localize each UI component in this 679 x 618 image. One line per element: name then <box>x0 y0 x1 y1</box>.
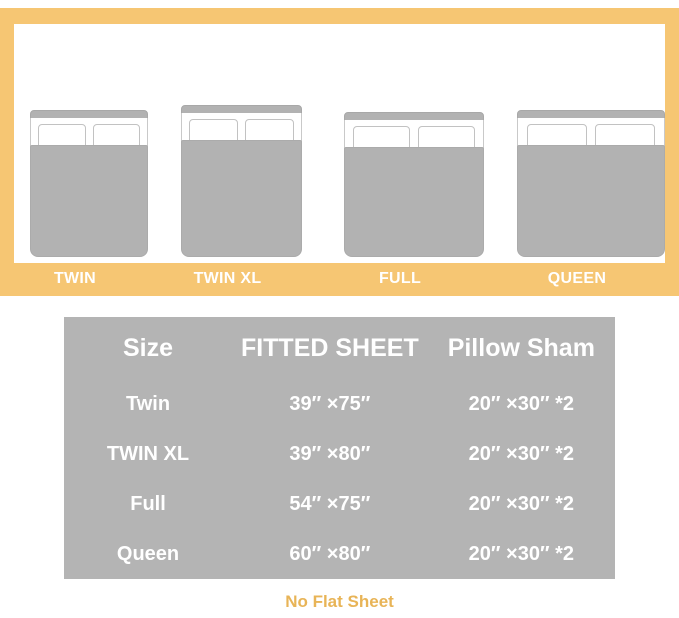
mattress-icon <box>181 140 302 257</box>
sheet-area <box>344 120 484 150</box>
table-row: Queen 60″ ×80″ 20″ ×30″ *2 <box>64 529 615 579</box>
cell-size: TWIN XL <box>106 442 190 465</box>
bed-illustration-full <box>344 112 484 257</box>
cell-fitted-sheet: 60″ ×80″ <box>289 542 371 565</box>
mattress-icon <box>30 145 148 257</box>
pillow-icon-left <box>189 119 238 143</box>
table-row: TWIN XL 39″ ×80″ 20″ ×30″ *2 <box>64 429 615 479</box>
cell-fitted-sheet: 54″ ×75″ <box>289 492 371 515</box>
sheet-area <box>30 118 148 148</box>
cell-fitted-sheet: 39″ ×75″ <box>289 392 371 415</box>
cell-size: Twin <box>125 392 171 415</box>
cell-pillow-sham: 20″ ×30″ *2 <box>468 542 574 565</box>
table-row: Twin 39″ ×75″ 20″ ×30″ *2 <box>64 379 615 429</box>
bed-diagram-panel <box>0 8 679 296</box>
mattress-icon <box>517 145 665 257</box>
bed-illustration-twin <box>30 110 148 257</box>
sheet-area <box>517 118 665 148</box>
column-header-pillow-sham: Pillow Sham <box>447 333 595 362</box>
sheet-area <box>181 113 302 143</box>
table-header-row: Size FITTED SHEET Pillow Sham <box>64 317 615 379</box>
bed-label-twin-xl: TWIN XL <box>193 270 262 287</box>
column-header-size: Size <box>123 333 174 362</box>
cell-pillow-sham: 20″ ×30″ *2 <box>468 392 574 415</box>
cell-pillow-sham: 20″ ×30″ *2 <box>468 492 574 515</box>
bed-diagram-stage <box>14 24 665 263</box>
bed-label-queen: QUEEN <box>547 270 607 287</box>
bed-illustration-queen <box>517 110 665 257</box>
size-spec-table: Size FITTED SHEET Pillow Sham Twin 39″ ×… <box>64 317 615 579</box>
bed-label-full: FULL <box>378 270 422 287</box>
bed-illustration-twin-xl <box>181 105 302 257</box>
bed-label-band: TWIN TWIN XL FULL QUEEN <box>0 266 679 296</box>
cell-fitted-sheet: 39″ ×80″ <box>289 442 371 465</box>
cell-size: Full <box>130 492 166 515</box>
table-row: Full 54″ ×75″ 20″ ×30″ *2 <box>64 479 615 529</box>
specs-table: Size FITTED SHEET Pillow Sham Twin 39″ ×… <box>64 317 615 579</box>
column-header-fitted-sheet: FITTED SHEET <box>240 333 419 362</box>
cell-size: Queen <box>116 542 180 565</box>
no-flat-sheet-note: No Flat Sheet <box>285 592 394 611</box>
bed-label-twin: TWIN <box>53 270 97 287</box>
mattress-icon <box>344 147 484 257</box>
cell-pillow-sham: 20″ ×30″ *2 <box>468 442 574 465</box>
